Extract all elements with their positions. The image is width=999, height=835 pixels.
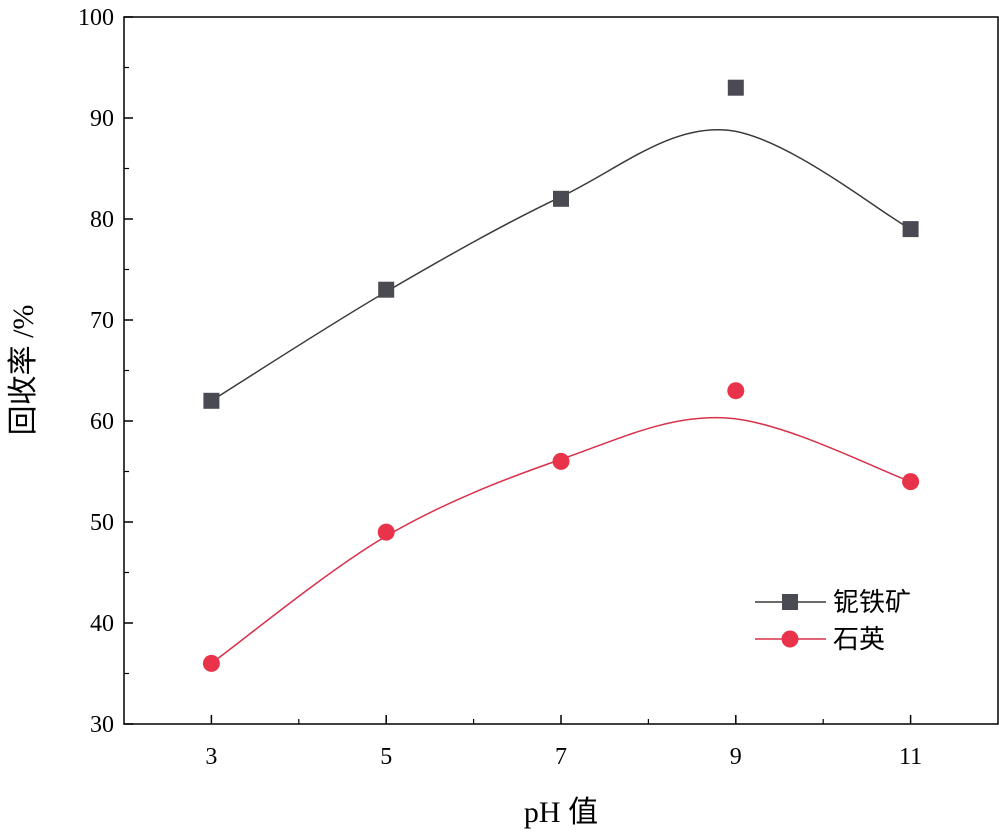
series-2-point bbox=[902, 473, 920, 491]
legend-label-series-2: 石英 bbox=[833, 625, 885, 654]
axis-tick-labels: 30 40 50 60 70 80 90 100 3 5 7 9 11 bbox=[78, 5, 922, 770]
legend: 铌铁矿 石英 bbox=[755, 588, 911, 654]
series-1-point bbox=[727, 79, 744, 96]
y-tick-label: 50 bbox=[90, 510, 114, 536]
legend-marker-series-2 bbox=[781, 630, 799, 648]
x-axis-title: pH 值 bbox=[524, 796, 598, 829]
x-tick-label: 5 bbox=[380, 744, 392, 770]
x-tick-label: 9 bbox=[730, 744, 742, 770]
series-2-point bbox=[727, 382, 745, 400]
y-tick-label: 100 bbox=[78, 5, 114, 31]
series-2-point bbox=[552, 452, 570, 470]
y-axis-title: 回收率 /% bbox=[7, 305, 40, 436]
data-markers bbox=[202, 79, 920, 672]
series-1-point bbox=[378, 281, 395, 298]
y-tick-label: 90 bbox=[90, 106, 114, 132]
axis-ticks bbox=[124, 16, 912, 725]
x-tick-label: 7 bbox=[555, 744, 567, 770]
y-tick-label: 40 bbox=[90, 611, 114, 637]
y-tick-label: 30 bbox=[90, 712, 114, 738]
y-tick-label: 60 bbox=[90, 409, 114, 435]
legend-marker-series-1 bbox=[782, 594, 798, 610]
y-tick-label: 70 bbox=[90, 308, 114, 334]
x-tick-label: 11 bbox=[899, 744, 922, 770]
series-1-fit-line bbox=[211, 128, 911, 402]
series-1-point bbox=[902, 221, 919, 238]
series-1-point bbox=[203, 392, 220, 409]
x-tick-label: 3 bbox=[205, 744, 217, 770]
series-1-point bbox=[553, 190, 569, 207]
legend-label-series-1: 铌铁矿 bbox=[833, 588, 911, 617]
series-2-point bbox=[377, 523, 395, 541]
series-2-point bbox=[202, 654, 220, 672]
fit-curves bbox=[210, 128, 911, 665]
y-tick-label: 80 bbox=[90, 207, 114, 233]
plot-frame bbox=[123, 16, 999, 725]
